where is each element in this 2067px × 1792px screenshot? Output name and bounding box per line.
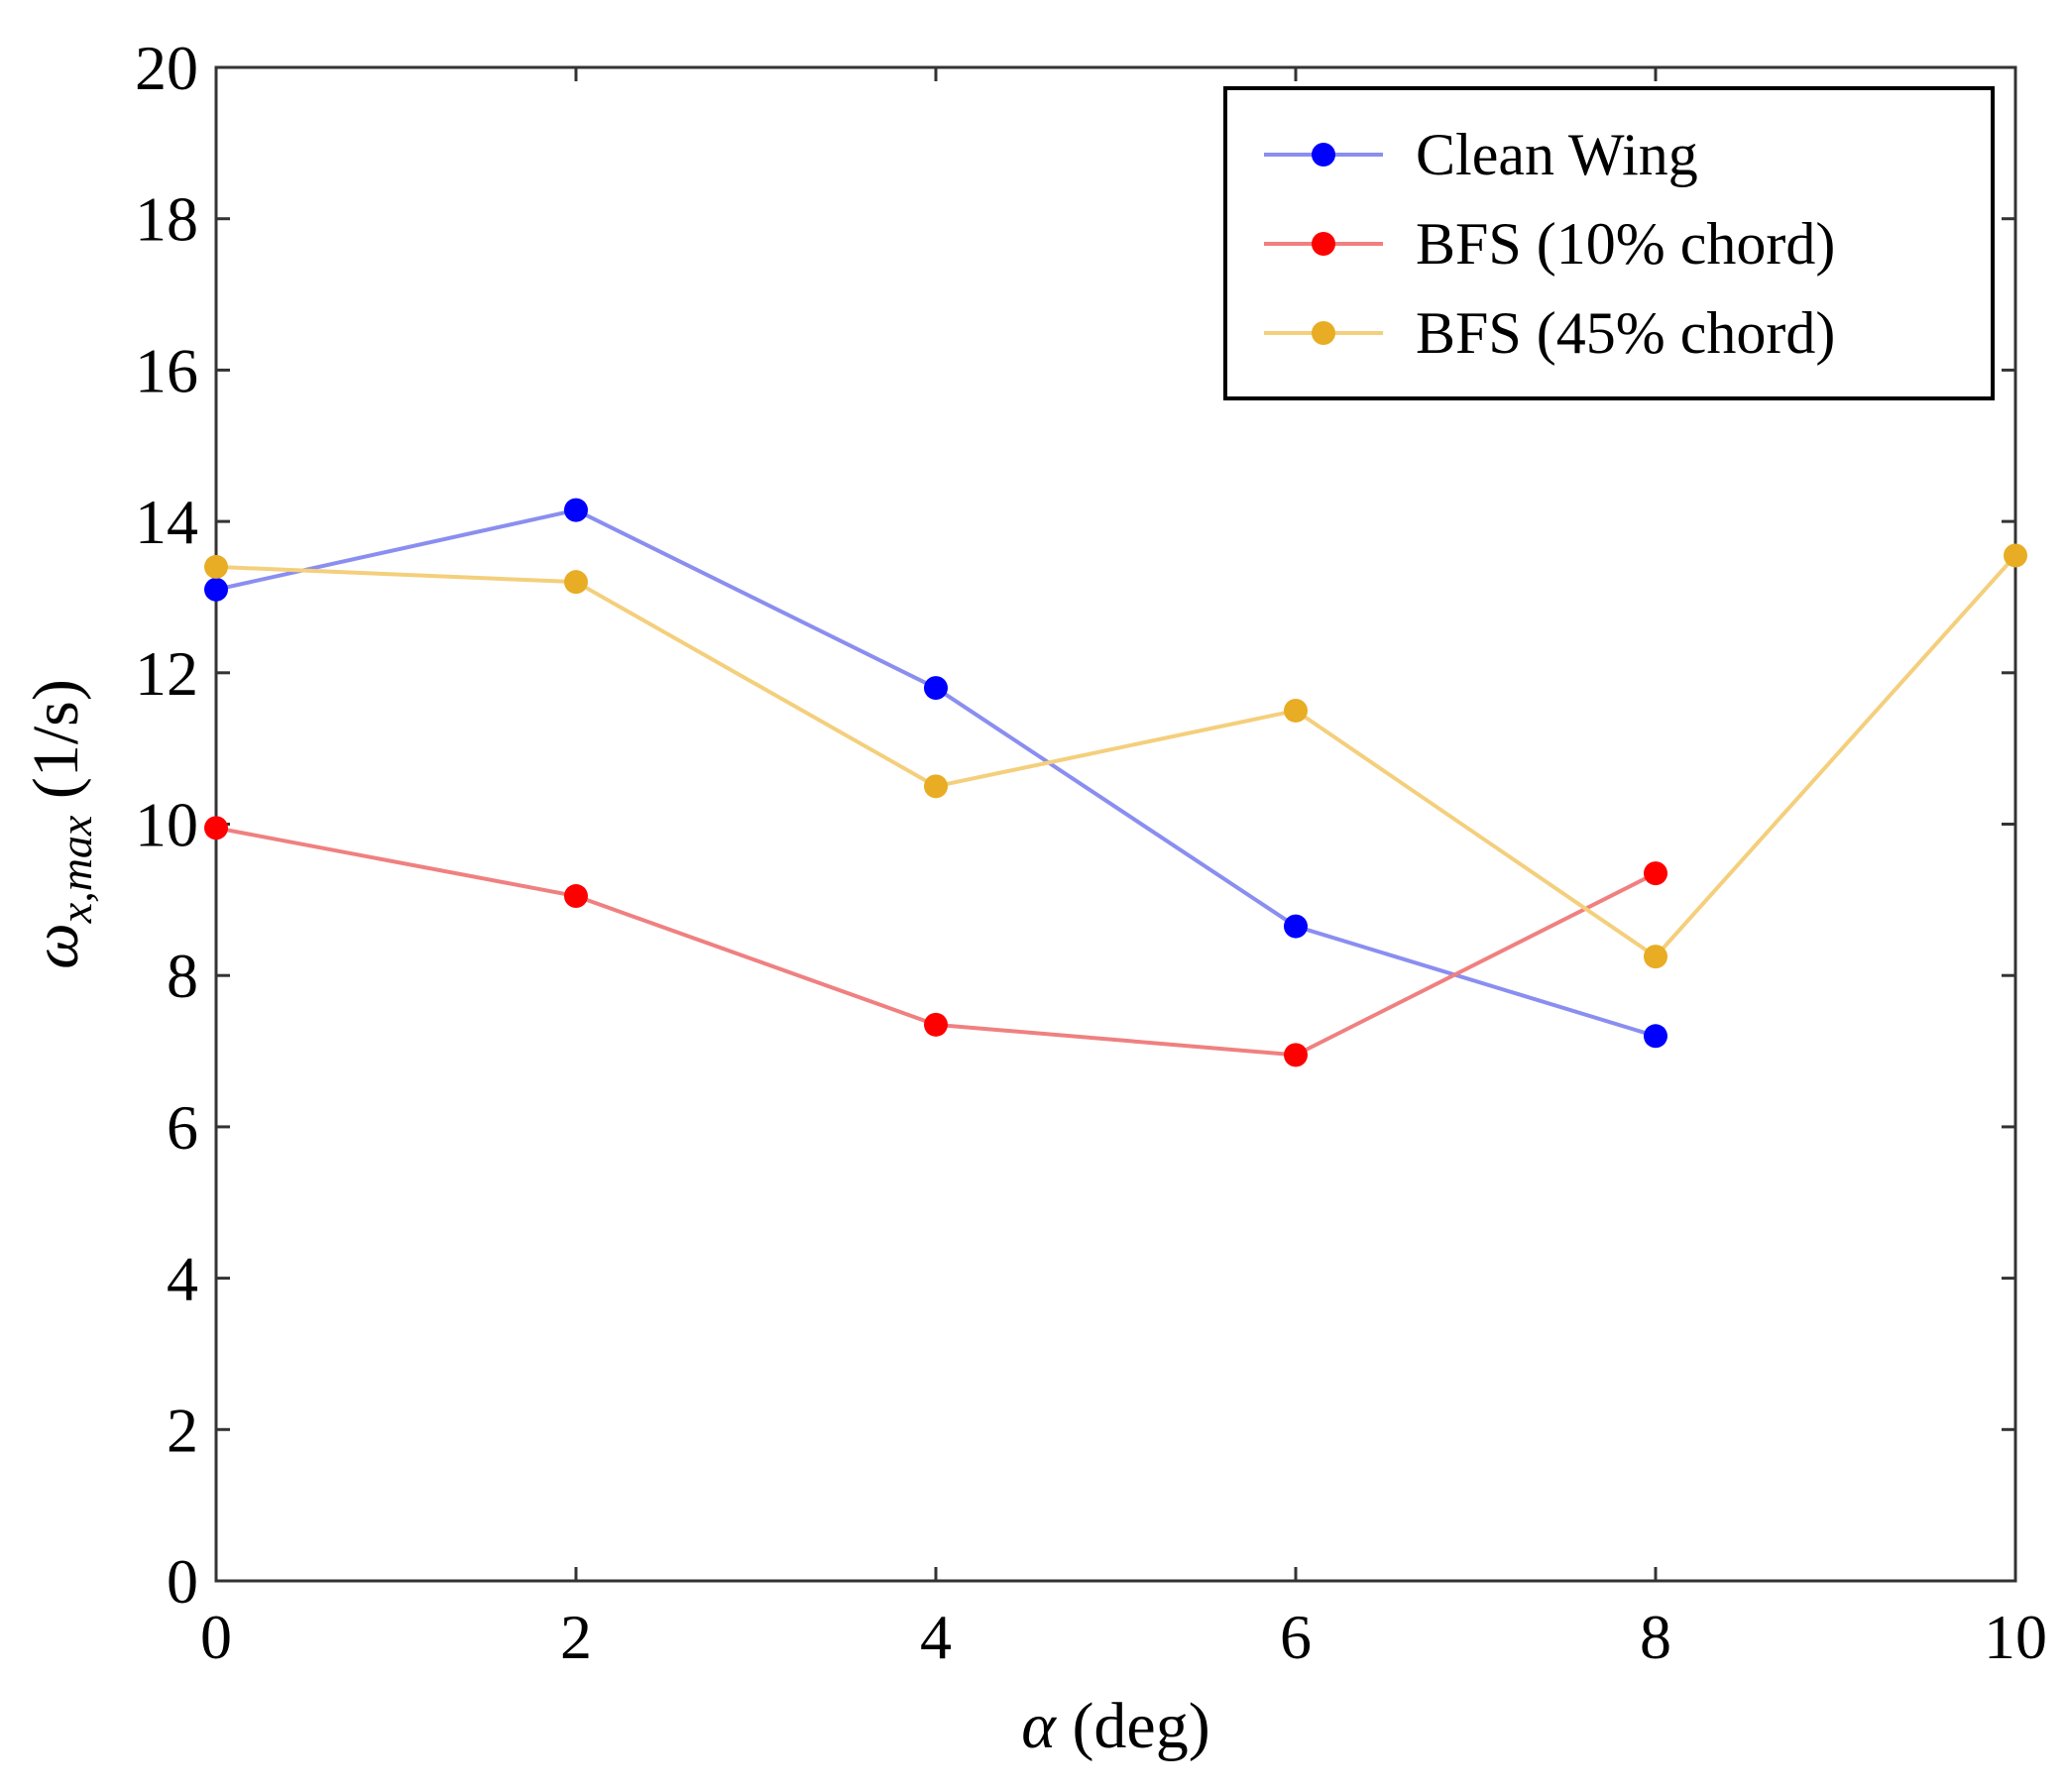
y-tick-label: 8 [167, 941, 198, 1011]
series-line [215, 554, 2017, 959]
legend-marker [1312, 143, 1335, 167]
series-bfs-45-chord [204, 543, 2027, 969]
legend-items: Clean Wing BFS (10% chord) BFS (45% chord) [1264, 122, 1835, 366]
legend-item: BFS (45% chord) [1264, 300, 1835, 366]
y-axis-label-subscript: x,max [51, 815, 101, 924]
data-point [1644, 945, 1667, 969]
y-tick-label: 12 [135, 638, 198, 709]
legend-marker [1312, 232, 1335, 256]
data-point [1284, 1043, 1308, 1067]
y-tick-label: 18 [135, 184, 198, 255]
x-tick-label: 6 [1280, 1602, 1312, 1672]
y-tick-label: 2 [167, 1395, 198, 1465]
y-tick-label: 10 [135, 790, 198, 860]
x-axis-label-symbol: α [1021, 1690, 1057, 1762]
y-tick-label: 0 [167, 1546, 198, 1617]
data-point [1284, 914, 1308, 939]
y-tick-label: 14 [135, 487, 198, 557]
legend-item: BFS (10% chord) [1264, 211, 1835, 277]
x-tick-label: 4 [920, 1602, 952, 1672]
data-point [204, 816, 228, 840]
legend: Clean Wing BFS (10% chord) BFS (45% chord) [1223, 86, 1995, 400]
x-tick-label: 2 [560, 1602, 592, 1672]
legend-marker [1312, 321, 1335, 345]
y-axis-label-symbol: ω [20, 923, 92, 969]
data-point [1644, 861, 1667, 886]
legend-label: Clean Wing [1416, 122, 1698, 187]
data-point [204, 554, 228, 579]
series-clean-wing [204, 498, 1667, 1049]
data-point [564, 570, 588, 595]
x-tick-label: 10 [1984, 1602, 2047, 1672]
y-tick-label: 6 [167, 1092, 198, 1163]
legend-label: BFS (10% chord) [1416, 211, 1835, 277]
data-point [924, 774, 948, 799]
data-point [2004, 543, 2027, 568]
data-point [924, 676, 948, 701]
x-tick-label: 0 [200, 1602, 232, 1672]
data-point [1644, 1024, 1667, 1049]
data-point [564, 498, 588, 522]
data-point [924, 1012, 948, 1037]
axis-ticks: 0 2 4 6 8 10 12 14 16 18 20 0 2 4 6 8 10 [135, 33, 2047, 1672]
data-point [204, 577, 228, 602]
y-axis-label: ωx,max (1/s) [20, 679, 101, 969]
legend-item: Clean Wing [1264, 122, 1698, 187]
x-axis-label: α (deg) [1021, 1690, 1209, 1762]
data-series [204, 498, 2027, 1067]
y-tick-label: 20 [135, 33, 198, 103]
data-point [564, 884, 588, 909]
y-tick-label: 4 [167, 1244, 198, 1314]
series-bfs-10-chord [204, 816, 1667, 1067]
legend-label: BFS (45% chord) [1416, 300, 1835, 366]
y-axis-label-unit: (1/s) [20, 679, 92, 815]
data-point [1284, 698, 1308, 723]
x-axis-label-unit: (deg) [1056, 1690, 1210, 1762]
y-tick-label: 16 [135, 335, 198, 405]
x-tick-label: 8 [1640, 1602, 1671, 1672]
